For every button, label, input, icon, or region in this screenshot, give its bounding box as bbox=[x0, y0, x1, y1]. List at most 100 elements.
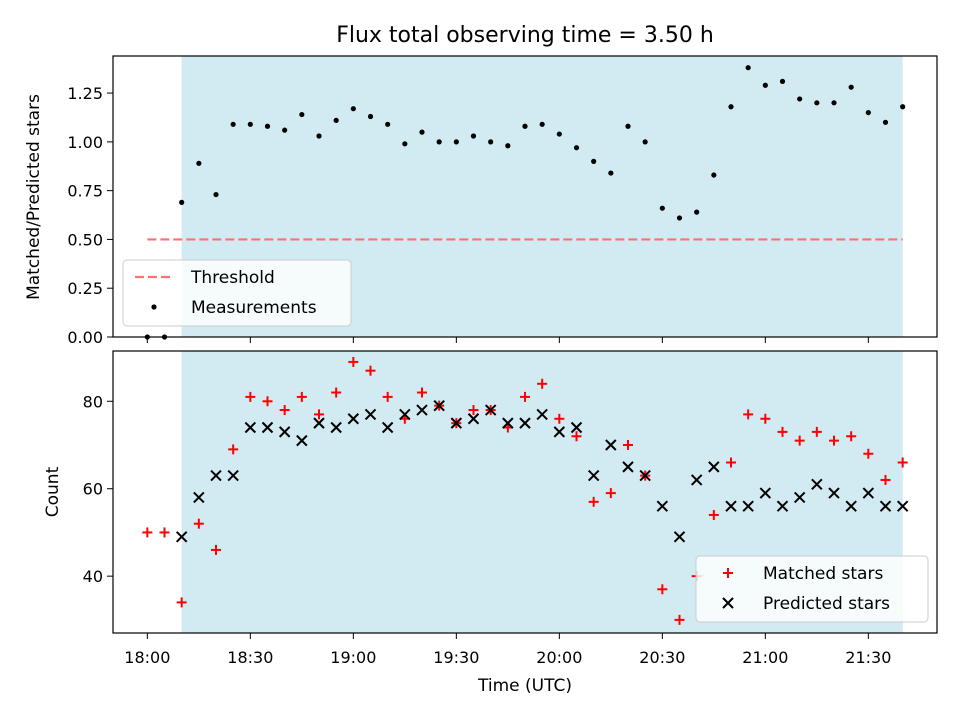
predicted-star-point bbox=[639, 469, 651, 482]
predicted-star-point-stroke bbox=[261, 421, 274, 434]
measurement-point bbox=[814, 100, 820, 106]
y-tick-label: 40 bbox=[83, 567, 103, 586]
matched-star-point bbox=[348, 356, 359, 367]
predicted-star-point-stroke bbox=[227, 469, 239, 482]
predicted-star-point bbox=[210, 469, 222, 482]
predicted-star-point-stroke bbox=[536, 408, 548, 421]
matched-star-point bbox=[211, 544, 221, 555]
measurement-point bbox=[453, 139, 459, 145]
measurement-point bbox=[419, 129, 425, 135]
predicted-star-point bbox=[278, 426, 291, 438]
y-tick-label: 0.25 bbox=[67, 279, 103, 298]
predicted-star-point-stroke bbox=[622, 461, 634, 473]
predicted-star-point bbox=[570, 421, 583, 434]
matched-star-point bbox=[468, 405, 479, 416]
measurement-point bbox=[728, 104, 734, 110]
y-tick-label: 1.25 bbox=[67, 84, 103, 103]
predicted-star-point bbox=[347, 413, 360, 425]
matched-star-point bbox=[262, 396, 273, 407]
x-tick-label: 19:30 bbox=[433, 648, 479, 667]
predicted-star-point-stroke bbox=[553, 426, 566, 438]
measurement-point bbox=[230, 121, 236, 127]
legend-predicted-label: Predicted stars bbox=[763, 594, 890, 614]
predicted-star-point-stroke bbox=[725, 500, 737, 512]
measurement-point bbox=[385, 121, 391, 127]
measurement-point bbox=[642, 139, 648, 145]
predicted-star-point bbox=[416, 404, 428, 416]
predicted-star-point-stroke bbox=[484, 404, 497, 416]
predicted-star-point-stroke bbox=[742, 500, 754, 512]
measurement-point bbox=[333, 117, 339, 123]
predicted-star-point bbox=[433, 399, 445, 412]
matched-star-point bbox=[228, 444, 239, 455]
measurement-point bbox=[299, 111, 305, 118]
x-axis-label: Time (UTC) bbox=[477, 676, 572, 696]
measurement-point bbox=[779, 78, 786, 84]
predicted-star-point bbox=[845, 500, 857, 512]
matched-star-point bbox=[846, 431, 857, 442]
predicted-star-point bbox=[536, 408, 548, 421]
predicted-star-point bbox=[450, 417, 463, 429]
predicted-star-point bbox=[828, 487, 840, 499]
predicted-star-point-stroke bbox=[244, 421, 257, 434]
legend-measurements-swatch bbox=[151, 304, 157, 310]
predicted-star-point-stroke bbox=[879, 500, 892, 512]
measurement-point bbox=[556, 131, 562, 137]
predicted-star-point bbox=[364, 408, 377, 421]
predicted-star-point-stroke bbox=[381, 421, 394, 434]
predicted-star-point bbox=[502, 417, 514, 429]
measurement-point bbox=[831, 100, 837, 106]
measurement-point bbox=[488, 139, 494, 145]
predicted-star-point-stroke bbox=[416, 404, 428, 416]
predicted-star-point-stroke bbox=[656, 500, 669, 512]
matched-star-point bbox=[417, 387, 427, 398]
predicted-star-point-stroke bbox=[364, 408, 377, 421]
predicted-star-point-stroke bbox=[175, 531, 188, 543]
matched-star-point bbox=[159, 527, 170, 538]
x-tick-label: 18:00 bbox=[124, 648, 170, 667]
matched-star-point bbox=[743, 409, 754, 420]
predicted-star-point-stroke bbox=[278, 426, 291, 438]
predicted-star-point-stroke bbox=[639, 469, 651, 482]
predicted-star-point-stroke bbox=[690, 474, 703, 486]
legend-measurements-label: Measurements bbox=[191, 298, 317, 318]
measurement-point bbox=[179, 199, 185, 205]
predicted-star-point bbox=[793, 491, 806, 504]
predicted-star-point bbox=[776, 500, 789, 512]
predicted-star-point bbox=[484, 404, 497, 416]
matched-star-point bbox=[554, 413, 565, 424]
measurement-point bbox=[608, 170, 614, 176]
predicted-star-point-stroke bbox=[570, 421, 583, 434]
x-tick-label: 19:00 bbox=[330, 648, 376, 667]
measurement-point bbox=[797, 96, 803, 102]
bottom-panel: 40 60 80 18:00 18:30 19:00 19:30 20:00 20:30 21:0… bbox=[83, 350, 938, 667]
matched-star-point bbox=[708, 509, 719, 520]
predicted-star-point-stroke bbox=[828, 487, 840, 499]
predicted-star-point bbox=[467, 413, 480, 425]
predicted-star-point-stroke bbox=[793, 491, 806, 504]
predicted-star-point-stroke bbox=[296, 434, 308, 447]
predicted-star-point-stroke bbox=[502, 417, 514, 429]
matched-star-point bbox=[811, 426, 822, 437]
measurement-point bbox=[436, 139, 442, 145]
predicted-star-point bbox=[519, 417, 531, 429]
predicted-star-point-stroke bbox=[811, 478, 823, 491]
matched-star-point bbox=[331, 387, 342, 398]
measurement-point bbox=[522, 123, 528, 129]
measurement-point bbox=[591, 158, 597, 164]
measurement-point bbox=[350, 106, 356, 112]
predicted-star-point bbox=[896, 500, 909, 512]
predicted-star-point-stroke bbox=[330, 421, 342, 434]
predicted-star-point-stroke bbox=[433, 399, 445, 412]
matched-star-point bbox=[897, 457, 908, 468]
legend-predicted-swatch bbox=[722, 597, 734, 609]
matched-star-point bbox=[537, 378, 548, 389]
predicted-star-point bbox=[261, 421, 274, 434]
predicted-star-point bbox=[193, 491, 205, 504]
predicted-star-point-stroke bbox=[896, 500, 909, 512]
measurement-point bbox=[213, 191, 219, 198]
plot-frame bbox=[112, 350, 938, 634]
predicted-star-point-stroke bbox=[313, 417, 325, 429]
matched-star-point bbox=[245, 391, 256, 402]
predicted-star-point-stroke bbox=[845, 500, 857, 512]
